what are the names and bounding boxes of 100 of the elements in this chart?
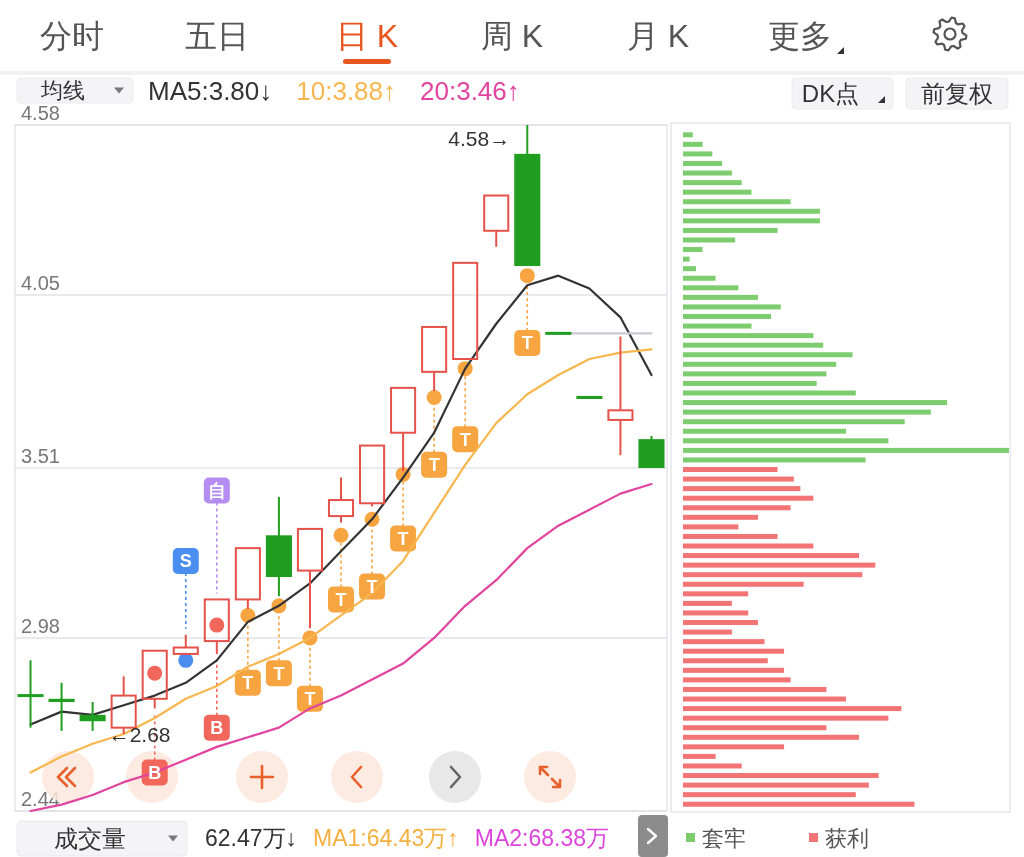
bar <box>683 706 902 712</box>
bar <box>683 600 732 606</box>
bar <box>683 180 742 186</box>
data-label: 自 <box>207 480 226 501</box>
bar <box>683 677 791 683</box>
bar <box>683 562 876 568</box>
bar <box>683 505 791 511</box>
bar <box>683 390 856 396</box>
bar <box>683 591 749 597</box>
button: DK点 <box>791 77 894 110</box>
bar <box>683 256 690 262</box>
bar <box>683 419 905 425</box>
text: 周 K <box>480 18 544 54</box>
bar <box>683 132 693 138</box>
text: 分时 <box>40 18 104 54</box>
annotation: 4.58→ <box>448 127 511 150</box>
data-label: T <box>397 529 409 550</box>
bar <box>683 667 785 673</box>
bar <box>683 170 732 176</box>
text: MA5:3.80↓ <box>148 76 273 106</box>
bar <box>683 648 785 654</box>
bar <box>683 438 889 444</box>
button: 前复权 <box>905 77 1009 110</box>
bar <box>683 313 772 319</box>
data-label: T <box>273 663 285 684</box>
bar <box>683 486 801 492</box>
bar <box>683 753 716 759</box>
bar <box>683 476 794 482</box>
bar <box>683 294 758 300</box>
bar <box>683 620 758 626</box>
y-tick-label: 4.05 <box>21 271 60 294</box>
bar <box>683 285 739 291</box>
data-label: T <box>304 689 316 710</box>
bar <box>683 572 863 578</box>
text: 20:3.46↑ <box>420 76 520 106</box>
bar <box>683 744 785 750</box>
button: 成交量 <box>16 820 188 857</box>
bar <box>683 792 856 798</box>
data-label: T <box>335 589 347 610</box>
bar <box>683 208 820 214</box>
bar <box>683 610 749 616</box>
bar <box>683 342 824 348</box>
y-tick-label: 2.44 <box>21 788 60 810</box>
bar <box>683 352 853 358</box>
text: 10:3.88↑ <box>296 76 397 106</box>
bar <box>683 495 814 501</box>
bar <box>683 371 827 377</box>
bar <box>683 734 860 740</box>
data-label: B <box>148 763 162 784</box>
bar <box>683 639 765 645</box>
text: 日 K <box>335 18 399 54</box>
bar <box>683 266 697 272</box>
y-tick-label: 4.58 <box>21 102 60 124</box>
y-tick-label: 2.98 <box>21 614 60 637</box>
bar <box>683 467 778 472</box>
data-label: T <box>366 577 378 598</box>
bar <box>683 715 889 721</box>
bar <box>683 247 703 253</box>
bar <box>683 428 846 434</box>
legend-label: 套牢 <box>702 826 746 851</box>
bar <box>683 151 713 157</box>
data-label: T <box>459 429 471 450</box>
text: 62.47万↓ <box>205 825 298 851</box>
bar <box>683 333 814 339</box>
bar <box>683 275 716 281</box>
bar <box>683 782 869 788</box>
bar <box>683 304 781 310</box>
bar <box>683 763 742 769</box>
bar <box>683 361 837 367</box>
bar <box>683 801 915 807</box>
bar <box>683 629 732 635</box>
legend-label: 获利 <box>825 826 869 851</box>
text: 五日 <box>185 18 249 54</box>
bar <box>683 524 739 530</box>
data-label: S <box>179 551 192 572</box>
bar <box>683 533 778 539</box>
text: MA2:68.38万 <box>474 825 610 851</box>
data-label: T <box>428 455 440 476</box>
bar <box>683 141 703 147</box>
text: 月 K <box>626 18 690 54</box>
bar <box>683 457 866 463</box>
y-tick-label: 3.51 <box>21 445 60 467</box>
text: 更多 <box>768 18 832 54</box>
bar <box>683 447 1009 453</box>
text: MA1:64.43万↑ <box>313 825 459 851</box>
bar <box>683 581 804 587</box>
bar <box>683 514 758 520</box>
data-label: T <box>242 673 254 694</box>
annotation: ←2.68 <box>108 723 171 747</box>
bar <box>683 323 752 329</box>
bar <box>683 773 879 779</box>
data-label: T <box>521 333 533 354</box>
bar <box>683 227 778 233</box>
bar <box>683 400 948 406</box>
bar <box>683 237 736 243</box>
bar <box>683 218 820 224</box>
bar <box>683 160 723 166</box>
data-label: B <box>210 718 224 739</box>
bar <box>683 725 827 731</box>
bar <box>683 189 752 195</box>
